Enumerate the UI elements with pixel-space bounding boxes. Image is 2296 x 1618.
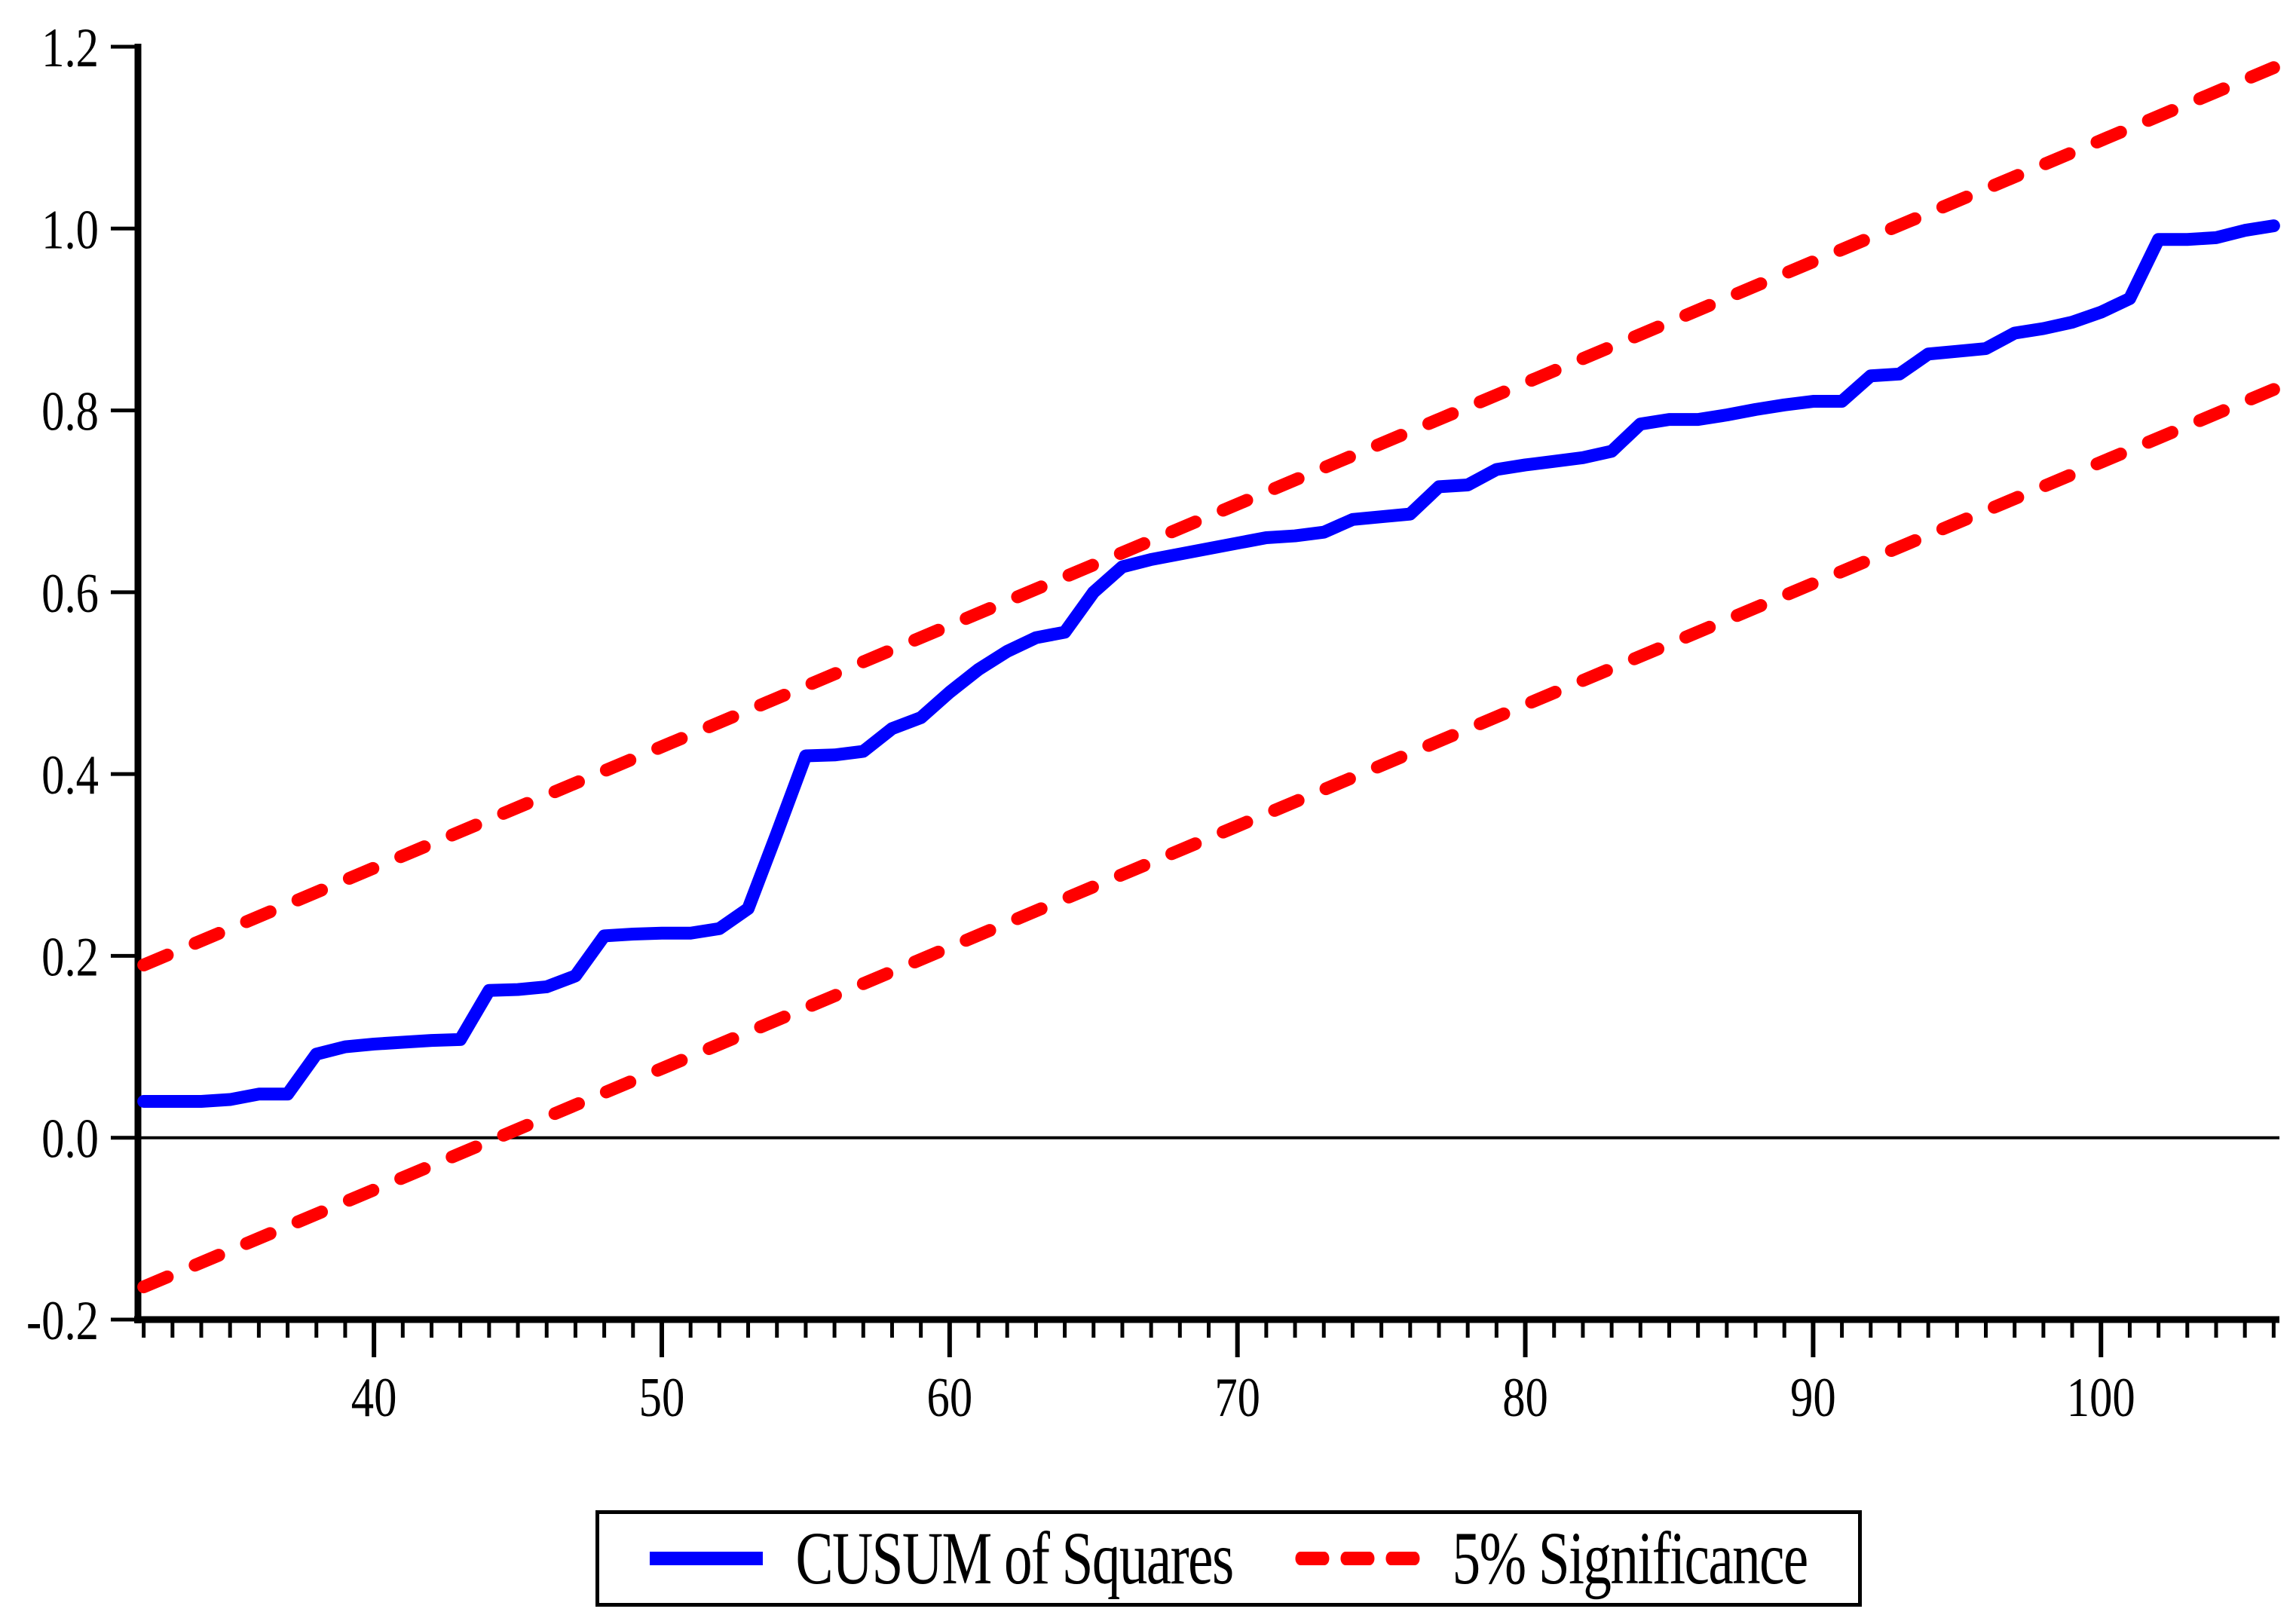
y-tick-label: 0.6	[41, 562, 99, 624]
dash-segment	[1295, 1552, 1330, 1565]
legend-row: CUSUM of Squares 5% Significance	[650, 1521, 1808, 1596]
x-tick-label: 100	[2067, 1366, 2135, 1428]
x-tick-label: 80	[1502, 1366, 1548, 1428]
y-tick-label: 1.0	[41, 199, 99, 261]
y-tick-label: 0.8	[41, 381, 99, 442]
legend: CUSUM of Squares 5% Significance	[595, 1510, 1862, 1607]
legend-label-significance: 5% Significance	[1452, 1516, 1809, 1600]
x-tick-label: 60	[926, 1366, 972, 1428]
cusum-line	[137, 219, 2280, 1108]
x-tick-label: 70	[1214, 1366, 1260, 1428]
y-tick-label: -0.2	[26, 1289, 99, 1351]
significance-lower-line	[137, 383, 2280, 1294]
x-tick-label: 90	[1790, 1366, 1836, 1428]
dash-segment	[1385, 1552, 1420, 1565]
y-tick-label: 0.4	[41, 745, 99, 806]
y-tick-label: 0.0	[41, 1108, 99, 1170]
significance-line-swatch	[1295, 1552, 1420, 1565]
cusum-line-swatch	[650, 1552, 764, 1565]
significance-upper-line	[137, 61, 2280, 971]
legend-label-cusum: CUSUM of Squares	[795, 1516, 1235, 1600]
x-tick-label: 50	[639, 1366, 685, 1428]
y-tick-label: 1.2	[41, 17, 99, 78]
dash-segment	[1340, 1552, 1375, 1565]
y-tick-label: 0.2	[41, 926, 99, 988]
x-tick-label: 40	[351, 1366, 397, 1428]
